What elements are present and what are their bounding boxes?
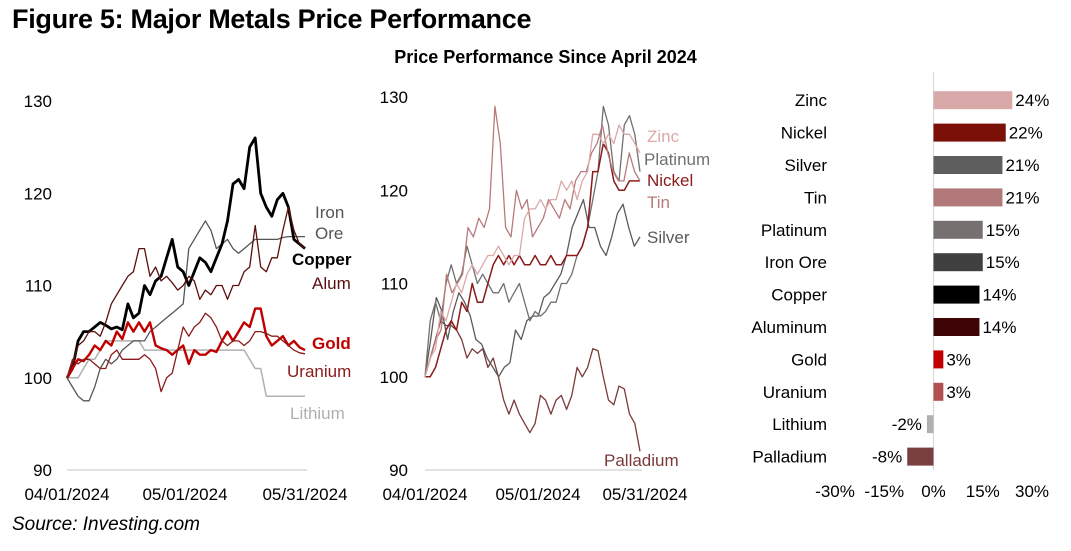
value-label: 15% [986,253,1020,272]
bar-iron-ore [933,253,983,272]
category-label: Silver [784,156,827,175]
series-label-tin: Tin [647,193,670,212]
y-tick-label: 90 [33,461,52,480]
series-line-palladium [424,320,641,452]
bar-copper [933,285,980,304]
series-line-gold [65,307,306,379]
series-label-iron-ore: Iron [315,203,344,222]
value-label: 14% [982,286,1016,305]
x-tick-label: 30% [1015,482,1049,501]
y-tick-label: 130 [24,92,52,111]
x-tick-label: 05/01/2024 [495,485,580,504]
series-line-uranium [66,312,306,393]
series-label-nickel: Nickel [647,171,693,190]
x-tick-label: 04/01/2024 [24,485,109,504]
series-label-uranium: Uranium [287,362,351,381]
category-label: Lithium [772,415,827,434]
series-label-iron-ore: Ore [315,224,343,243]
category-label: Zinc [795,91,828,110]
series-label-palladium: Palladium [604,451,679,470]
y-tick-label: 110 [25,277,52,296]
series-line-tin [424,105,641,377]
series-label-platinum: Platinum [644,150,710,169]
category-label: Palladium [752,448,827,467]
value-label: 3% [946,383,971,402]
category-label: Uranium [763,383,827,402]
category-label: Aluminum [751,318,827,337]
x-tick-label: 0% [921,482,946,501]
value-label: 14% [982,318,1016,337]
bar-zinc [933,91,1013,110]
value-label: -8% [872,448,902,467]
middle-line-chart: 90 100 110 120 130 04/01/2024 05/01/2024 05/31/… [380,88,711,504]
y-tick-label: 120 [380,181,408,200]
value-label: -2% [892,415,922,434]
series-line-zinc [424,124,641,377]
value-label: 3% [946,350,971,369]
series-label-zinc: Zinc [647,127,680,146]
figure-title: Figure 5: Major Metals Price Performance [12,4,532,34]
chart-subtitle: Price Performance Since April 2024 [394,47,697,67]
series-line-nickel [425,142,640,378]
series-label-aluminum: Alum [312,274,351,293]
series-label-gold: Gold [312,334,351,353]
bar-platinum [933,220,983,239]
x-tick-label: 05/01/2024 [142,485,227,504]
category-label: Gold [791,350,827,369]
bar-palladium [907,447,934,466]
x-tick-label: 05/31/2024 [602,485,687,504]
y-tick-label: 100 [380,368,408,387]
bar-tin [933,188,1003,207]
y-tick-label: 100 [24,369,52,388]
value-label: 24% [1015,91,1049,110]
y-tick-label: 130 [380,88,408,107]
bar-uranium [933,382,944,401]
category-label: Tin [804,188,827,207]
series-line-aluminum [66,206,306,379]
category-label: Iron Ore [765,253,827,272]
value-label: 21% [1005,156,1039,175]
y-tick-label: 90 [389,461,408,480]
series-line-silver [424,198,641,378]
category-label: Platinum [761,221,827,240]
source-note: Source: Investing.com [12,514,200,535]
series-line-copper [65,136,306,379]
left-line-chart: 90 100 110 120 130 04/01/2024 05/01/2024 05/31/… [24,92,352,504]
category-label: Nickel [781,124,827,143]
bar-silver [933,156,1003,174]
x-tick-label: 05/31/2024 [262,485,347,504]
value-label: 15% [986,221,1020,240]
value-label: 22% [1009,124,1043,143]
x-tick-label: -30% [815,482,855,501]
series-label-silver: Silver [647,228,690,247]
bar-chart: Zinc 24% Nickel 22% Silver 21% Tin 21% Platinum 1… [751,72,1049,501]
bar-nickel [933,123,1006,142]
x-tick-label: 15% [966,482,1000,501]
y-tick-label: 110 [381,275,408,294]
x-tick-label: 04/01/2024 [382,485,467,504]
y-tick-label: 120 [24,184,52,203]
series-label-copper: Copper [292,250,352,269]
bar-aluminum [933,318,980,336]
series-label-lithium: Lithium [290,404,345,423]
category-label: Copper [771,286,827,305]
bar-lithium [926,415,934,434]
bar-gold [933,350,944,369]
value-label: 21% [1005,188,1039,207]
series-line-iron-ore [66,220,305,402]
series-line-platinum [424,105,641,377]
x-tick-label: -15% [864,482,904,501]
